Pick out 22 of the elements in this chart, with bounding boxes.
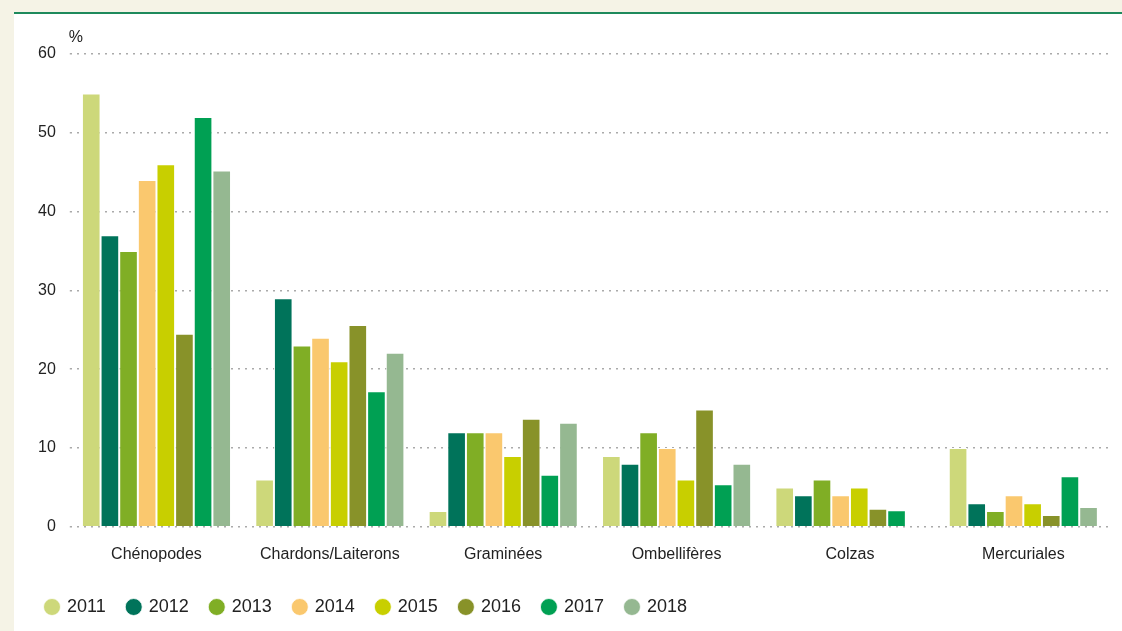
legend-label: 2012: [148, 595, 189, 616]
x-tick-label: Chardons/Laiterons: [260, 544, 400, 562]
x-tick-label: Ombellifères: [631, 544, 722, 562]
legend-label: 2011: [67, 595, 106, 616]
legend-label: 2015: [397, 595, 438, 616]
legend-label: 2016: [480, 595, 521, 616]
y-tick-label: 30: [38, 280, 56, 298]
legend-label: 2014: [314, 595, 355, 616]
y-tick-label: 10: [38, 438, 56, 456]
x-tick-label: Graminées: [464, 544, 543, 562]
x-tick-label: Colzas: [825, 544, 875, 562]
legend-label: 2018: [646, 595, 688, 616]
y-axis-title: %: [68, 28, 83, 46]
y-tick-label: 60: [38, 44, 56, 62]
y-tick-label: 50: [38, 123, 56, 141]
legend-label: 2013: [231, 595, 272, 616]
legend-label: 2017: [563, 595, 604, 616]
y-tick-label: 20: [38, 359, 56, 377]
x-tick-label: Chénopodes: [111, 544, 202, 562]
y-tick-label: 40: [38, 202, 56, 220]
y-tick-label: 0: [46, 517, 56, 535]
x-tick-label: Mercuriales: [981, 544, 1065, 562]
